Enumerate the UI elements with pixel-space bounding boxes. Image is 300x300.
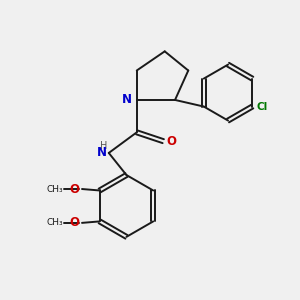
Text: H: H [100, 141, 107, 151]
Text: O: O [70, 216, 80, 230]
Text: N: N [122, 93, 131, 106]
Text: O: O [70, 182, 80, 196]
Text: CH₃: CH₃ [46, 184, 63, 194]
Text: N: N [97, 146, 107, 159]
Text: CH₃: CH₃ [46, 218, 63, 227]
Text: O: O [167, 135, 177, 148]
Text: Cl: Cl [256, 102, 267, 112]
